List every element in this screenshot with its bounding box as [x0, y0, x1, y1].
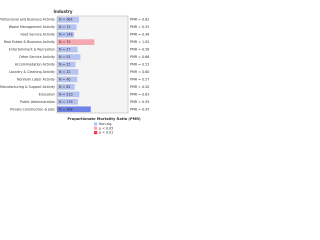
bar: [57, 76, 78, 83]
value-label: PMR = 0.60: [130, 70, 149, 74]
category-label: Manufacturing & Support Activity: [0, 85, 55, 89]
bar: [57, 16, 80, 23]
count-label: N = 964: [59, 18, 73, 22]
category-label: Nonfarm Labor Activity: [17, 77, 55, 81]
bar: [57, 98, 78, 105]
category-label: Accommodation Activity: [15, 63, 55, 67]
bar: [57, 69, 79, 75]
count-label: N = 61: [59, 85, 71, 89]
bar: [57, 31, 75, 38]
bar: [57, 84, 75, 90]
legend-label: Non-sig: [99, 122, 112, 126]
category-label: Finance, Professional and Business Activ…: [0, 18, 55, 22]
legend-label: p < 0.01: [99, 131, 113, 135]
value-label: PMR = 0.57: [130, 77, 149, 81]
value-label: PMR = 0.50: [130, 85, 149, 89]
value-label: PMR = 0.48: [130, 33, 149, 37]
value-label: PMR = 0.66: [130, 55, 149, 59]
value-label: PMR = 0.58: [130, 48, 149, 52]
category-label: Public Administration: [20, 100, 55, 104]
legend-swatch: [94, 122, 98, 126]
category-label: Private Construction & Jobs: [10, 107, 55, 111]
category-label: Food Service Activity: [20, 33, 55, 37]
count-label: N = 148: [59, 33, 73, 37]
value-label: PMR = 0.52: [130, 63, 149, 67]
legend-swatch: [94, 126, 98, 130]
category-label: Education: [39, 92, 55, 96]
category-label: Waste Management Activity: [9, 25, 55, 29]
legend-swatch: [94, 131, 98, 135]
value-label: PMR = 0.95: [130, 107, 149, 111]
count-label: N = 12: [59, 25, 71, 29]
bar: [57, 91, 80, 98]
category-label: Entertainment & Recreation: [9, 48, 55, 52]
bar: [57, 46, 78, 53]
count-label: N = 210: [59, 92, 73, 96]
chart: Industry Proportionate Mortality Ratio (…: [0, 0, 162, 135]
bar: [57, 24, 77, 31]
value-label: PMR = 1.05: [130, 40, 149, 44]
category-label: Real Estate & Business Activity: [4, 40, 55, 44]
count-label: N = 33: [59, 40, 71, 44]
bar: [57, 61, 76, 68]
value-label: PMR = 0.59: [130, 100, 149, 104]
x-axis-label: Proportionate Mortality Ratio (PMR): [67, 117, 141, 121]
count-label: N = 15: [59, 63, 71, 67]
count-label: N = 176: [59, 100, 73, 104]
chart-title: Industry: [54, 9, 73, 14]
legend-label: p < 0.05: [99, 126, 113, 130]
count-label: N = 388: [59, 107, 73, 111]
value-label: PMR = 0.55: [130, 25, 149, 29]
category-label: Laundry & Cleaning Activity: [9, 70, 55, 74]
bar: [57, 106, 91, 113]
count-label: N = 27: [59, 48, 71, 52]
bar: [57, 39, 95, 45]
count-label: N = 22: [59, 70, 71, 74]
value-label: PMR = 0.62: [130, 18, 149, 22]
count-label: N = 91: [59, 55, 71, 59]
count-label: N = 40: [59, 77, 71, 81]
value-label: PMR = 0.63: [130, 92, 149, 96]
category-label: Other Service Activity: [19, 55, 55, 59]
bar: [57, 54, 81, 60]
